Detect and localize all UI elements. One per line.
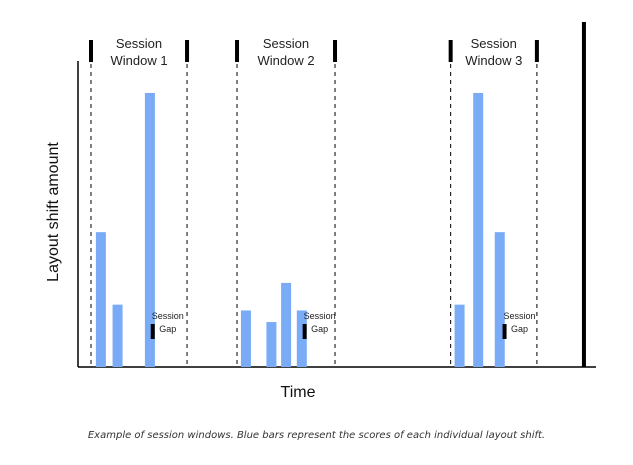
- window-1-bar-3: [144, 92, 155, 367]
- window-3-bar-3: [494, 232, 505, 367]
- session-windows-chart: Layout shift amount Time Session Window 1…: [45, 22, 596, 401]
- window-1-bar-1: [95, 232, 106, 367]
- window-2-gap-label-line-1: Session: [304, 311, 336, 321]
- window-1-bar-2: [112, 304, 123, 367]
- window-3-title-line-2: Window 3: [465, 53, 522, 68]
- window-3-gap-label-line-2: Gap: [511, 324, 528, 334]
- window-2-title-line-1: Session: [263, 36, 309, 51]
- window-2-gap-label-line-2: Gap: [311, 324, 328, 334]
- window-3-bar-2: [473, 92, 484, 367]
- window-1-gap-label-line-1: Session: [152, 311, 184, 321]
- window-2-bar-2: [266, 322, 277, 367]
- window-1-title-line-2: Window 1: [110, 53, 167, 68]
- window-2-bar-4: [296, 310, 307, 367]
- window-1-gap-label-line-2: Gap: [159, 324, 176, 334]
- y-axis-label: Layout shift amount: [45, 142, 62, 282]
- window-2-title-line-2: Window 2: [257, 53, 314, 68]
- window-3-gap-label-line-1: Session: [504, 311, 536, 321]
- x-axis-label: Time: [281, 384, 316, 401]
- figure-caption: Example of session windows. Blue bars re…: [87, 430, 546, 441]
- window-3-bar-1: [454, 304, 465, 367]
- window-2-bar-1: [240, 310, 251, 367]
- window-1-title-line-1: Session: [116, 36, 162, 51]
- window-3-title-line-1: Session: [471, 36, 517, 51]
- window-2-bar-3: [281, 282, 292, 367]
